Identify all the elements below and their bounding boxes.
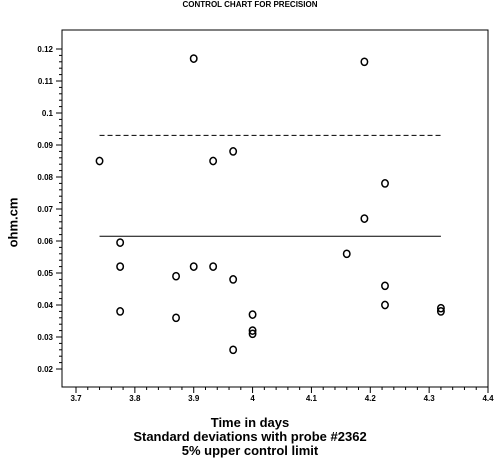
data-point (360, 214, 369, 223)
x-tick-label: 4.3 (424, 394, 436, 403)
data-point (95, 156, 104, 166)
data-point (209, 156, 218, 166)
caption-line-2: 5% upper control limit (181, 443, 319, 458)
data-point (436, 307, 445, 316)
data-point (436, 303, 445, 313)
y-tick-label: 0.09 (37, 141, 53, 150)
data-point (116, 307, 125, 316)
data-point (229, 345, 238, 355)
x-tick-label: 3.8 (129, 394, 141, 403)
data-point (381, 300, 389, 310)
y-tick-label: 0.07 (37, 205, 53, 214)
data-point (342, 249, 351, 259)
data-point (360, 57, 369, 67)
y-tick-label: 0.03 (37, 333, 53, 342)
data-point (116, 262, 125, 271)
y-tick-label: 0.05 (37, 269, 53, 278)
data-point (248, 329, 257, 339)
plot-frame (61, 29, 489, 388)
data-point (172, 271, 181, 281)
x-tick-label: 4 (250, 394, 255, 403)
y-tick-label: 0.08 (37, 173, 53, 182)
y-tick-label: 0.1 (42, 109, 54, 118)
data-point (172, 313, 181, 323)
x-axis-label: Time in days (210, 415, 290, 430)
y-tick-label: 0.12 (37, 45, 53, 54)
y-tick-label: 0.04 (37, 301, 53, 310)
chart-title: CONTROL CHART FOR PRECISION (182, 0, 318, 9)
y-tick-label: 0.06 (37, 237, 53, 246)
data-point (381, 179, 389, 188)
x-tick-label: 4.2 (365, 394, 377, 403)
data-point (248, 326, 257, 335)
x-tick-label: 4.4 (482, 394, 494, 403)
x-tick-label: 3.9 (188, 394, 200, 403)
caption-line-1: Standard deviations with probe #2362 (133, 429, 367, 444)
data-point (248, 310, 257, 319)
data-point (229, 147, 238, 156)
x-tick-label: 4.1 (306, 394, 318, 403)
y-axis-label: ohm.cm (5, 197, 21, 247)
data-point (189, 262, 198, 271)
data-point (229, 275, 238, 284)
data-point (189, 54, 198, 63)
data-point (116, 238, 125, 247)
y-tick-label: 0.02 (37, 365, 53, 374)
x-tick-label: 3.7 (70, 394, 82, 403)
data-point (209, 262, 218, 271)
data-point (381, 281, 389, 291)
y-tick-label: 0.11 (38, 77, 54, 86)
